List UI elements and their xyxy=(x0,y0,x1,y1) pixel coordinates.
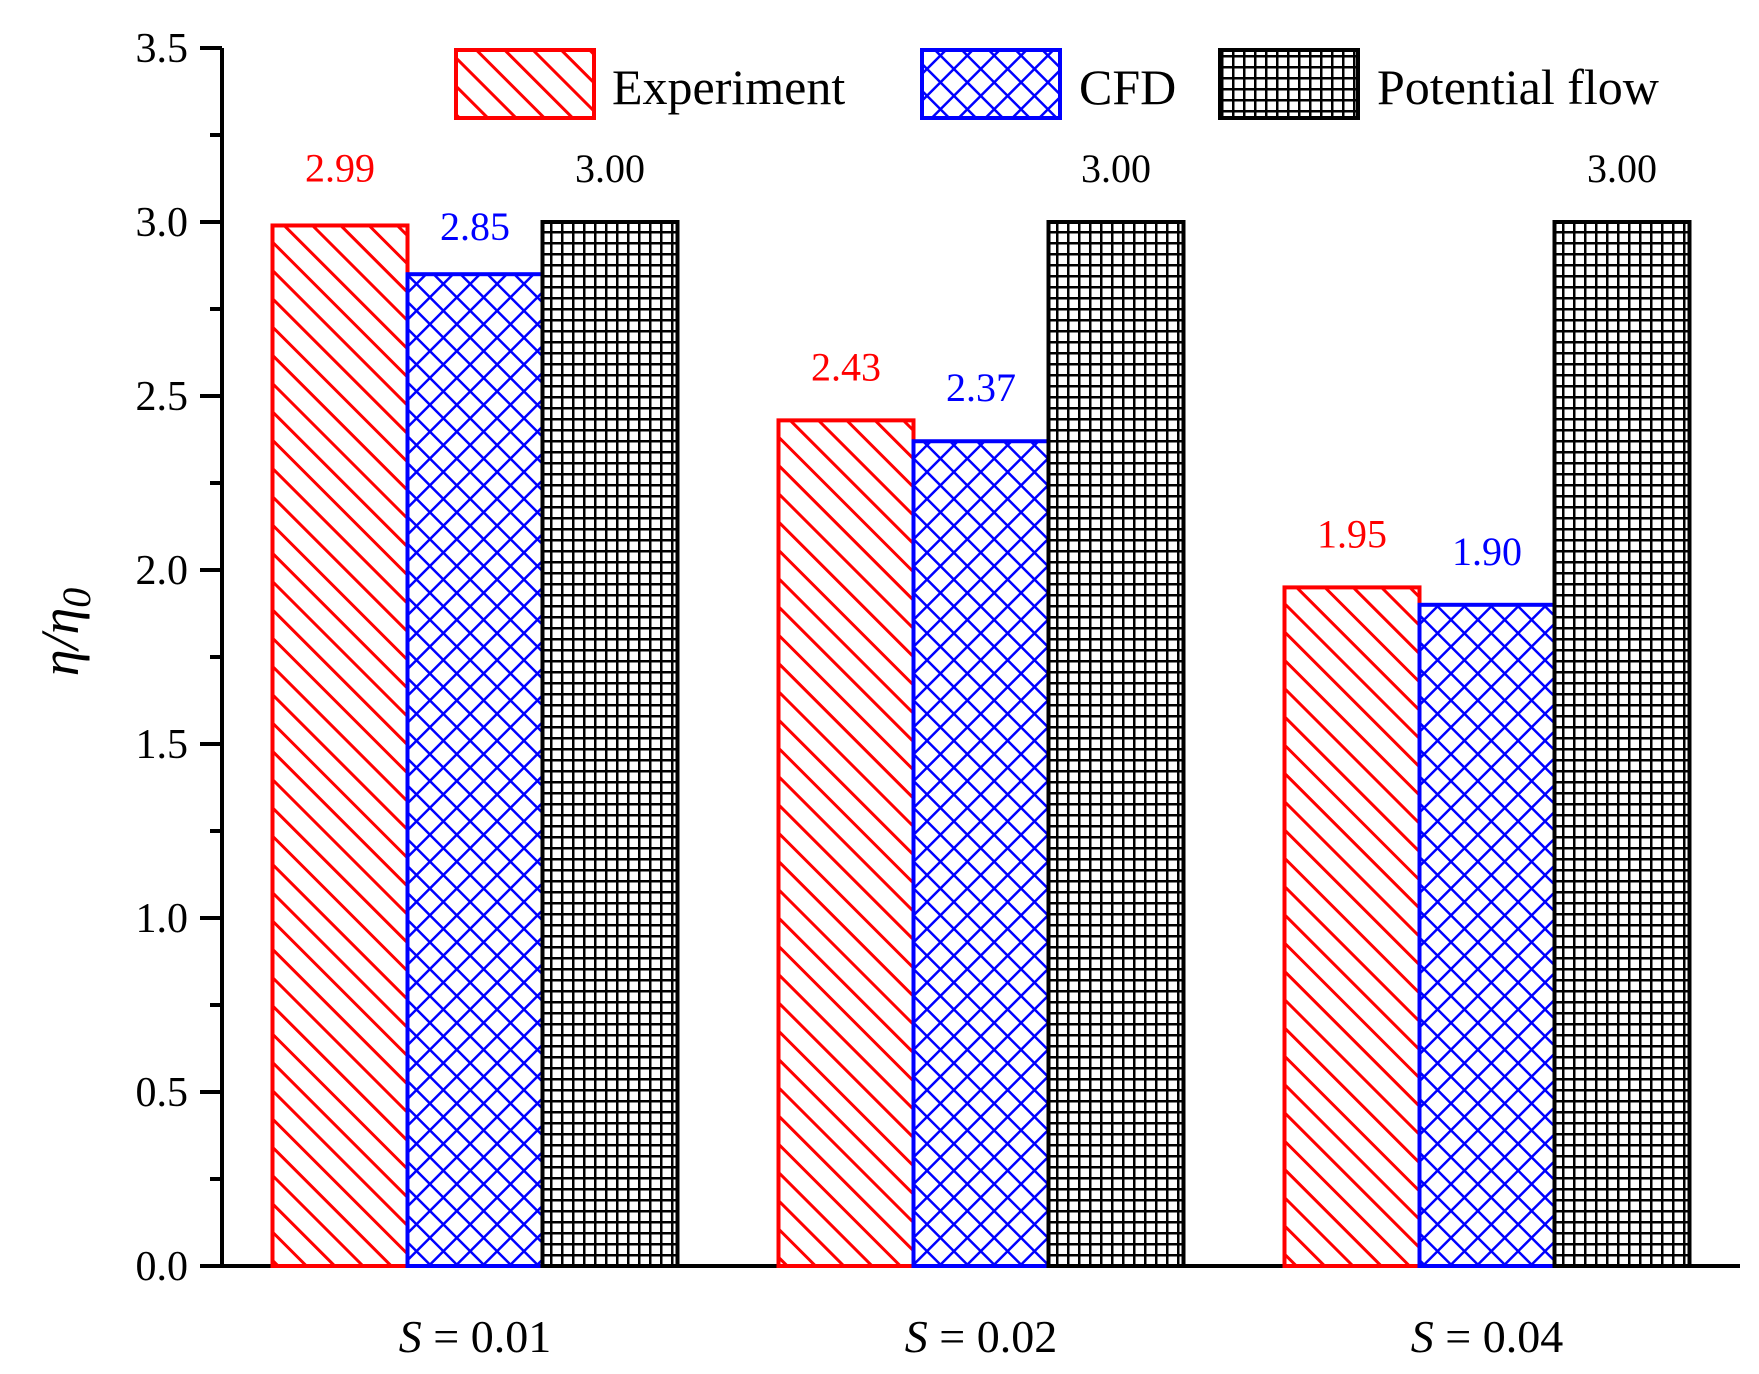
y-axis-label-main: η/η xyxy=(30,608,90,677)
bar-experiment-0 xyxy=(270,223,410,1269)
bar-experiment-1 xyxy=(776,418,916,1268)
value-labels: 2.99 2.85 3.00 2.43 2.37 3.00 1.95 1.90 3.00 xyxy=(305,145,1657,573)
value-label-potential-flow-0: 3.00 xyxy=(575,146,645,191)
x-tick-label: S = 0.01 xyxy=(399,1311,551,1362)
bar-cfd-0 xyxy=(405,272,545,1268)
bar-cfd-2 xyxy=(1417,602,1557,1268)
value-label-potential-flow-2: 3.00 xyxy=(1587,146,1657,191)
value-label-cfd-1: 2.37 xyxy=(946,365,1016,410)
legend-label-cfd: CFD xyxy=(1079,59,1176,115)
value-label-experiment-1: 2.43 xyxy=(811,344,881,389)
value-label-experiment-0: 2.99 xyxy=(305,145,375,190)
y-tick-label: 0.0 xyxy=(136,1244,189,1290)
value-label-cfd-0: 2.85 xyxy=(440,204,510,249)
value-label-cfd-2: 1.90 xyxy=(1452,529,1522,574)
y-tick-label: 1.5 xyxy=(136,722,189,768)
value-label-experiment-2: 1.95 xyxy=(1317,511,1387,556)
y-axis-label-subscript: 0 xyxy=(54,588,99,608)
legend: Experiment CFD Potential flow xyxy=(454,48,1659,120)
category-labels: S = 0.01 S = 0.02 S = 0.04 xyxy=(399,1311,1563,1362)
legend-label-experiment: Experiment xyxy=(612,59,845,115)
bar-potential-flow-0 xyxy=(540,220,680,1268)
legend-swatch-experiment xyxy=(454,48,596,120)
y-tick-label: 1.0 xyxy=(136,896,189,942)
value-label-potential-flow-1: 3.00 xyxy=(1081,146,1151,191)
legend-swatch-potential-flow xyxy=(1218,48,1360,120)
y-axis-label: η/η0 xyxy=(30,588,99,677)
y-tick-label: 2.0 xyxy=(136,548,189,594)
bars xyxy=(270,220,1692,1269)
x-tick-label: S = 0.04 xyxy=(1411,1311,1563,1362)
bar-potential-flow-2 xyxy=(1552,220,1692,1268)
y-tick-label: 3.5 xyxy=(136,26,189,72)
bar-experiment-2 xyxy=(1282,585,1422,1268)
y-tick-label: 2.5 xyxy=(136,374,189,420)
y-tick-label: 0.5 xyxy=(136,1070,189,1116)
bar-cfd-1 xyxy=(911,439,1051,1268)
bar-potential-flow-1 xyxy=(1046,220,1186,1268)
legend-swatch-cfd xyxy=(920,48,1062,120)
legend-label-potential-flow: Potential flow xyxy=(1377,59,1659,115)
x-tick-label: S = 0.02 xyxy=(905,1311,1057,1362)
y-tick-label: 3.0 xyxy=(136,200,189,246)
